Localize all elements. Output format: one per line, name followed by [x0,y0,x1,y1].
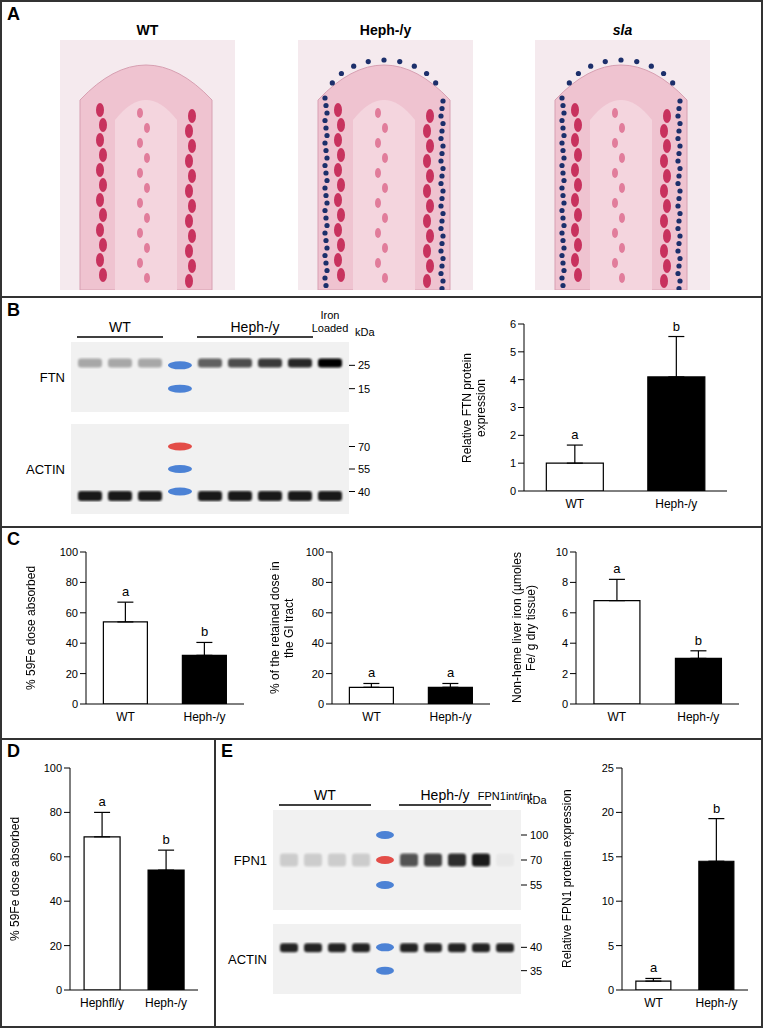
html-text:B: B [7,300,20,320]
svg-text:100: 100 [60,546,78,558]
svg-text:Heph-/y: Heph-/y [655,497,697,511]
svg-text:0: 0 [56,984,62,996]
svg-text:WT: WT [116,710,135,724]
svg-text:a: a [122,584,130,599]
svg-text:b: b [162,832,169,847]
svg-text:Heph-/y: Heph-/y [420,787,469,803]
svg-text:100: 100 [306,546,324,558]
svg-text:55: 55 [358,463,370,475]
svg-text:0: 0 [608,984,614,996]
svg-text:25: 25 [358,359,370,371]
svg-text:6: 6 [562,607,568,619]
html-text:D: D [7,741,20,761]
svg-text:WT: WT [565,497,584,511]
svg-text:60: 60 [66,607,78,619]
svg-text:80: 80 [312,576,324,588]
svg-text:WT: WT [362,710,381,724]
svg-text:70: 70 [358,441,370,453]
svg-text:55: 55 [530,879,542,891]
svg-text:a: a [650,960,658,975]
svg-text:b: b [695,633,702,648]
svg-text:Heph-/y: Heph-/y [183,710,225,724]
svg-text:WT: WT [109,319,131,335]
svg-text:25: 25 [602,762,614,774]
svg-text:40: 40 [312,637,324,649]
svg-text:20: 20 [602,806,614,818]
svg-text:4: 4 [510,374,516,386]
html-text:C: C [7,529,20,549]
svg-text:6: 6 [510,318,516,330]
svg-text:IronLoaded: IronLoaded [312,309,349,334]
html-text:Relative FTN protein expressio: Relative FTN protein expression [460,352,488,463]
html-text:WT: WT [136,22,159,38]
svg-text:a: a [613,561,621,576]
html-text:% 59Fe dose absorbed: % 59Fe dose absorbed [24,566,38,690]
svg-text:FTN: FTN [40,370,65,385]
svg-text:60: 60 [50,851,62,863]
svg-text:0: 0 [72,698,78,710]
svg-text:Heph-/y: Heph-/y [145,996,187,1010]
svg-text:40: 40 [50,895,62,907]
svg-text:70: 70 [530,854,542,866]
svg-text:kDa: kDa [355,326,375,338]
svg-text:b: b [673,319,680,334]
svg-text:35: 35 [530,965,542,977]
svg-text:0: 0 [562,698,568,710]
svg-text:20: 20 [66,668,78,680]
svg-text:3: 3 [510,401,516,413]
html-text:sla: sla [612,22,633,38]
svg-text:b: b [201,624,208,639]
svg-text:10: 10 [556,546,568,558]
svg-text:WT: WT [314,787,336,803]
svg-text:a: a [98,794,106,809]
svg-text:100: 100 [44,762,62,774]
svg-text:kDa: kDa [527,794,547,806]
svg-text:a: a [368,665,376,680]
svg-text:8: 8 [562,576,568,588]
svg-text:ACTIN: ACTIN [26,462,65,477]
svg-text:Hephfl/y: Hephfl/y [80,996,124,1010]
svg-text:80: 80 [66,576,78,588]
svg-text:80: 80 [50,806,62,818]
svg-text:20: 20 [50,940,62,952]
svg-text:WT: WT [607,710,626,724]
html-text:% 59Fe dose absorbed: % 59Fe dose absorbed [8,817,22,941]
svg-text:2: 2 [510,429,516,441]
html-text:A: A [7,4,20,24]
svg-text:FPN1: FPN1 [234,853,267,868]
svg-text:ACTIN: ACTIN [228,952,267,967]
svg-text:Heph-/y: Heph-/y [230,319,279,335]
svg-text:Heph-/y: Heph-/y [429,710,471,724]
html-text:E: E [221,741,233,761]
svg-text:5: 5 [510,346,516,358]
svg-text:5: 5 [608,940,614,952]
svg-text:0: 0 [318,698,324,710]
svg-text:1: 1 [510,457,516,469]
html-text:Relative FPN1 protein expressi: Relative FPN1 protein expression [560,789,574,969]
svg-text:0: 0 [510,485,516,497]
svg-text:4: 4 [562,637,568,649]
html-text:Non-heme liver iron (µmoles Fe: Non-heme liver iron (µmoles Fe/ g dry ti… [510,552,538,704]
html-text:% of the retained dose in the: % of the retained dose in the GI tract [268,561,296,695]
svg-text:20: 20 [312,668,324,680]
svg-text:40: 40 [66,637,78,649]
svg-text:a: a [447,665,455,680]
svg-text:b: b [713,801,720,816]
svg-text:a: a [571,427,579,442]
svg-text:15: 15 [358,383,370,395]
svg-text:15: 15 [602,851,614,863]
svg-text:60: 60 [312,607,324,619]
svg-text:WT: WT [644,996,663,1010]
svg-text:Heph-/y: Heph-/y [677,710,719,724]
svg-text:FPN1int/int: FPN1int/int [478,790,532,802]
svg-text:40: 40 [358,486,370,498]
html-text:Heph-/y: Heph-/y [359,22,412,38]
svg-text:40: 40 [530,941,542,953]
svg-text:10: 10 [602,895,614,907]
svg-text:Heph-/y: Heph-/y [695,996,737,1010]
svg-text:2: 2 [562,668,568,680]
svg-text:100: 100 [530,829,548,841]
